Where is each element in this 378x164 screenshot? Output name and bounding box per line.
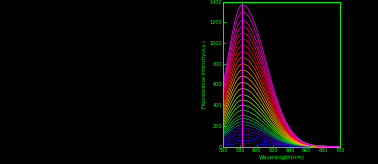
Y-axis label: Fluorescence Intensity(a.u.): Fluorescence Intensity(a.u.) [202, 40, 207, 108]
X-axis label: Wavelength(nm): Wavelength(nm) [259, 155, 305, 160]
